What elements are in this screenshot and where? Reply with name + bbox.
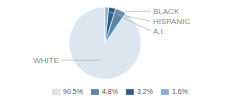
slice-label: WHITE — [33, 56, 59, 65]
slice-label: BLACK — [153, 7, 180, 16]
legend-swatch — [52, 89, 60, 95]
slice-label: HISPANIC — [153, 17, 190, 26]
legend-label: 1.6% — [172, 88, 188, 95]
legend-swatch — [161, 89, 169, 95]
pie-slice — [69, 7, 141, 79]
legend-item: 90.5% — [52, 88, 83, 95]
legend-label: 4.8% — [102, 88, 118, 95]
leader-line — [111, 13, 151, 21]
leader-line — [107, 11, 151, 12]
slice-label: A.I. — [153, 27, 165, 36]
legend-label: 90.5% — [63, 88, 83, 95]
leader-line — [118, 15, 151, 31]
legend-item: 4.8% — [91, 88, 118, 95]
labels: WHITE BLACKHISPANICA.I. — [33, 7, 190, 65]
chart: WHITE BLACKHISPANICA.I. 90.5% 4.8% 3.2% 1.6% — [0, 0, 240, 100]
legend-swatch — [91, 89, 99, 95]
legend-label: 3.2% — [137, 88, 153, 95]
pie — [69, 7, 141, 79]
legend-swatch — [126, 89, 134, 95]
legend: 90.5% 4.8% 3.2% 1.6% — [52, 88, 188, 95]
leader-line — [61, 60, 100, 61]
legend-item: 3.2% — [126, 88, 153, 95]
legend-item: 1.6% — [161, 88, 188, 95]
